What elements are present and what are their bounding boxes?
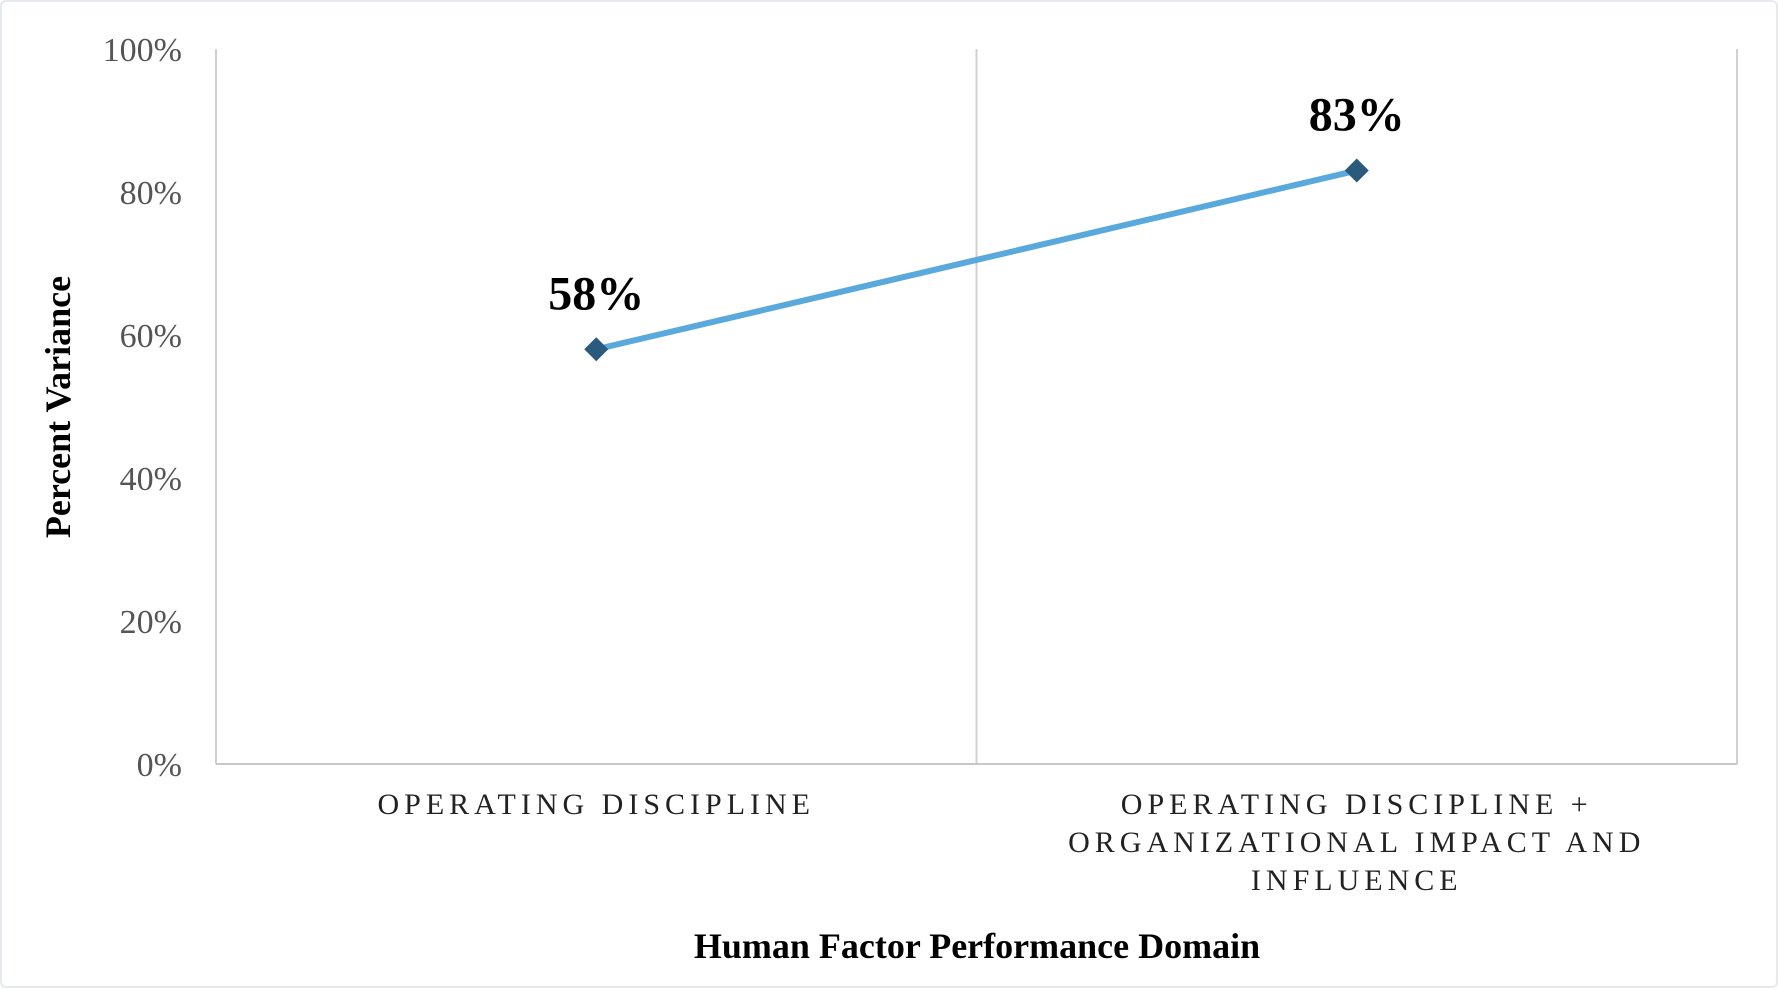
data-label-layer: 58% 83% [548,89,1405,321]
y-tick-label: 40% [120,461,182,498]
x-category-label-line: INFLUENCE [1251,864,1463,897]
series-layer [584,158,1369,362]
x-category-label-line: ORGANIZATIONAL IMPACT AND [1068,826,1645,859]
x-category-label: OPERATING DISCIPLINE [378,788,816,821]
y-tick-labels: 0% 20% 40% 60% 80% 100% [103,32,182,784]
data-label: 58% [548,267,644,320]
x-axis-title: Human Factor Performance Domain [694,926,1260,966]
y-tick-label: 20% [120,604,182,641]
y-tick-label: 60% [120,318,182,355]
grid-layer [215,49,1738,764]
data-point-marker [1344,158,1369,183]
y-axis-title: Percent Variance [38,276,78,538]
data-point-marker [584,337,609,362]
y-tick-label: 80% [120,175,182,212]
x-category-label-line: OPERATING DISCIPLINE + [1121,788,1593,821]
data-label: 83% [1309,89,1405,142]
y-tick-label: 0% [137,747,182,784]
x-category-labels: OPERATING DISCIPLINE OPERATING DISCIPLINE… [378,788,1645,897]
x-category-label: OPERATING DISCIPLINE + ORGANIZATIONAL IMP… [1068,788,1645,897]
x-category-label-line: OPERATING DISCIPLINE [378,788,816,821]
series-line [593,167,1360,353]
y-tick-label: 100% [103,32,182,69]
